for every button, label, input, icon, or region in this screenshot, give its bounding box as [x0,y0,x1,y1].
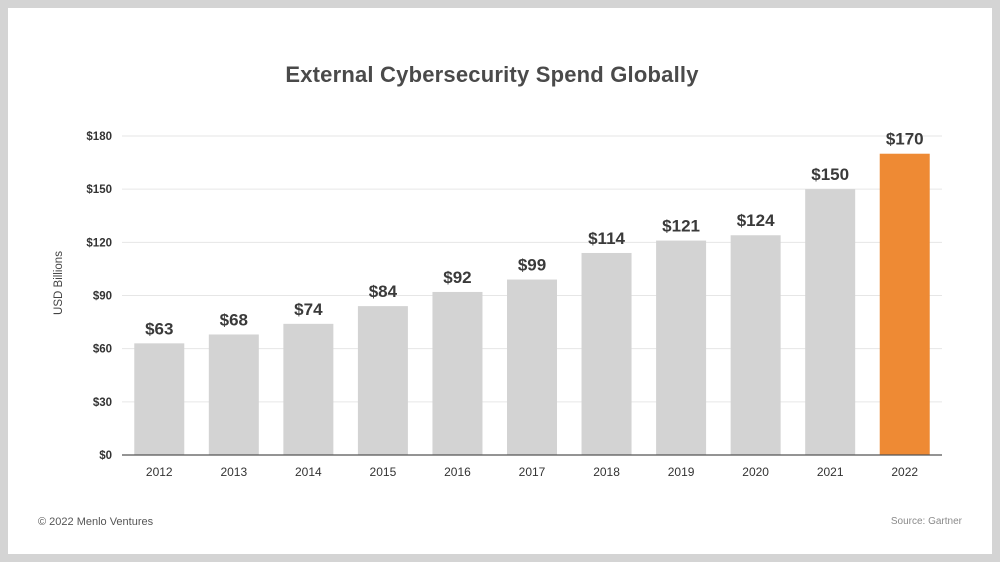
bar-2017 [507,279,557,455]
data-label-2015: $84 [369,282,398,301]
bar-2021 [805,189,856,455]
chart-title: External Cybersecurity Spend Globally [285,62,699,87]
y-tick-label: $30 [93,397,112,409]
data-label-2016: $92 [443,268,471,287]
bar-2020 [730,235,781,455]
bar-2014 [283,323,334,455]
data-label-2021: $150 [811,165,849,184]
bar-2022 [879,153,930,455]
bar-2016 [432,291,483,455]
data-label-2017: $99 [518,256,546,275]
bar-2019 [656,240,707,455]
x-tick-label-2017: 2017 [519,465,546,479]
data-label-2014: $74 [294,300,323,319]
axes: $0 $30 $60 $90 $120 $150 $180 2012 2013 2014 2015 2… [86,131,942,479]
data-label-2013: $68 [220,310,248,329]
y-tick-label: $180 [86,131,112,143]
source-text: Source: Gartner [890,516,962,527]
x-tick-label-2012: 2012 [146,465,173,479]
y-tick-label: $60 [93,344,112,356]
data-label-2018: $114 [588,229,625,248]
data-label-2019: $121 [662,217,700,236]
x-tick-label-2020: 2020 [742,465,769,479]
x-tick-label-2015: 2015 [370,465,397,479]
bar-2018 [581,252,632,455]
x-tick-label-2013: 2013 [220,465,247,479]
x-tick-label-2016: 2016 [444,465,471,479]
copyright-text: © 2022 Menlo Ventures [38,516,154,528]
y-tick-label: $120 [86,237,112,249]
data-label-2020: $124 [737,211,775,230]
data-label-2012: $63 [145,319,173,338]
bar-2013 [208,334,259,455]
data-label-2022: $170 [886,130,924,149]
x-tick-label-2021: 2021 [817,465,844,479]
y-axis-title: USD Billions [53,251,65,315]
bar-2012 [134,343,185,455]
y-tick-label: $0 [99,450,112,462]
x-tick-label-2022: 2022 [891,465,918,479]
x-tick-label-2019: 2019 [668,465,695,479]
x-tick-label-2014: 2014 [295,465,322,479]
bars: $63 $68 $74 $84 $92 $99 $114 $121 $124 $150 $170 [134,130,930,455]
x-tick-label-2018: 2018 [593,465,620,479]
bar-2015 [357,306,408,455]
y-tick-label: $150 [86,184,112,196]
y-tick-label: $90 [93,291,112,303]
